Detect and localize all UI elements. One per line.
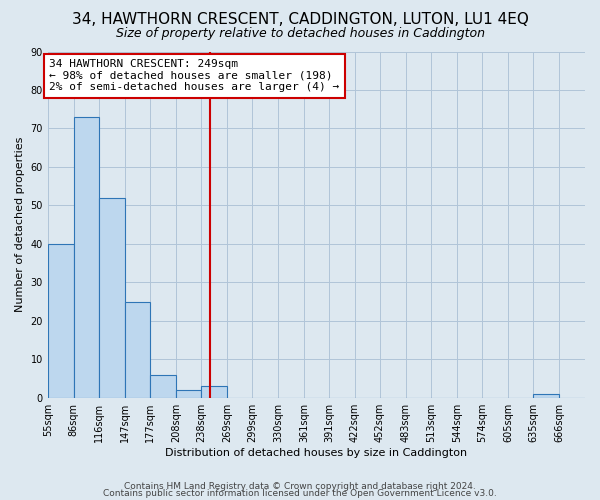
Text: Contains HM Land Registry data © Crown copyright and database right 2024.: Contains HM Land Registry data © Crown c…	[124, 482, 476, 491]
Bar	[48, 244, 74, 398]
Bar	[125, 302, 150, 398]
Bar	[176, 390, 201, 398]
Bar	[533, 394, 559, 398]
Text: 34 HAWTHORN CRESCENT: 249sqm
← 98% of detached houses are smaller (198)
2% of se: 34 HAWTHORN CRESCENT: 249sqm ← 98% of de…	[49, 59, 340, 92]
Bar	[201, 386, 227, 398]
Text: 34, HAWTHORN CRESCENT, CADDINGTON, LUTON, LU1 4EQ: 34, HAWTHORN CRESCENT, CADDINGTON, LUTON…	[71, 12, 529, 28]
Bar	[74, 117, 99, 398]
Bar	[99, 198, 125, 398]
Text: Contains public sector information licensed under the Open Government Licence v3: Contains public sector information licen…	[103, 490, 497, 498]
X-axis label: Distribution of detached houses by size in Caddington: Distribution of detached houses by size …	[166, 448, 467, 458]
Y-axis label: Number of detached properties: Number of detached properties	[15, 137, 25, 312]
Text: Size of property relative to detached houses in Caddington: Size of property relative to detached ho…	[115, 28, 485, 40]
Bar	[150, 374, 176, 398]
